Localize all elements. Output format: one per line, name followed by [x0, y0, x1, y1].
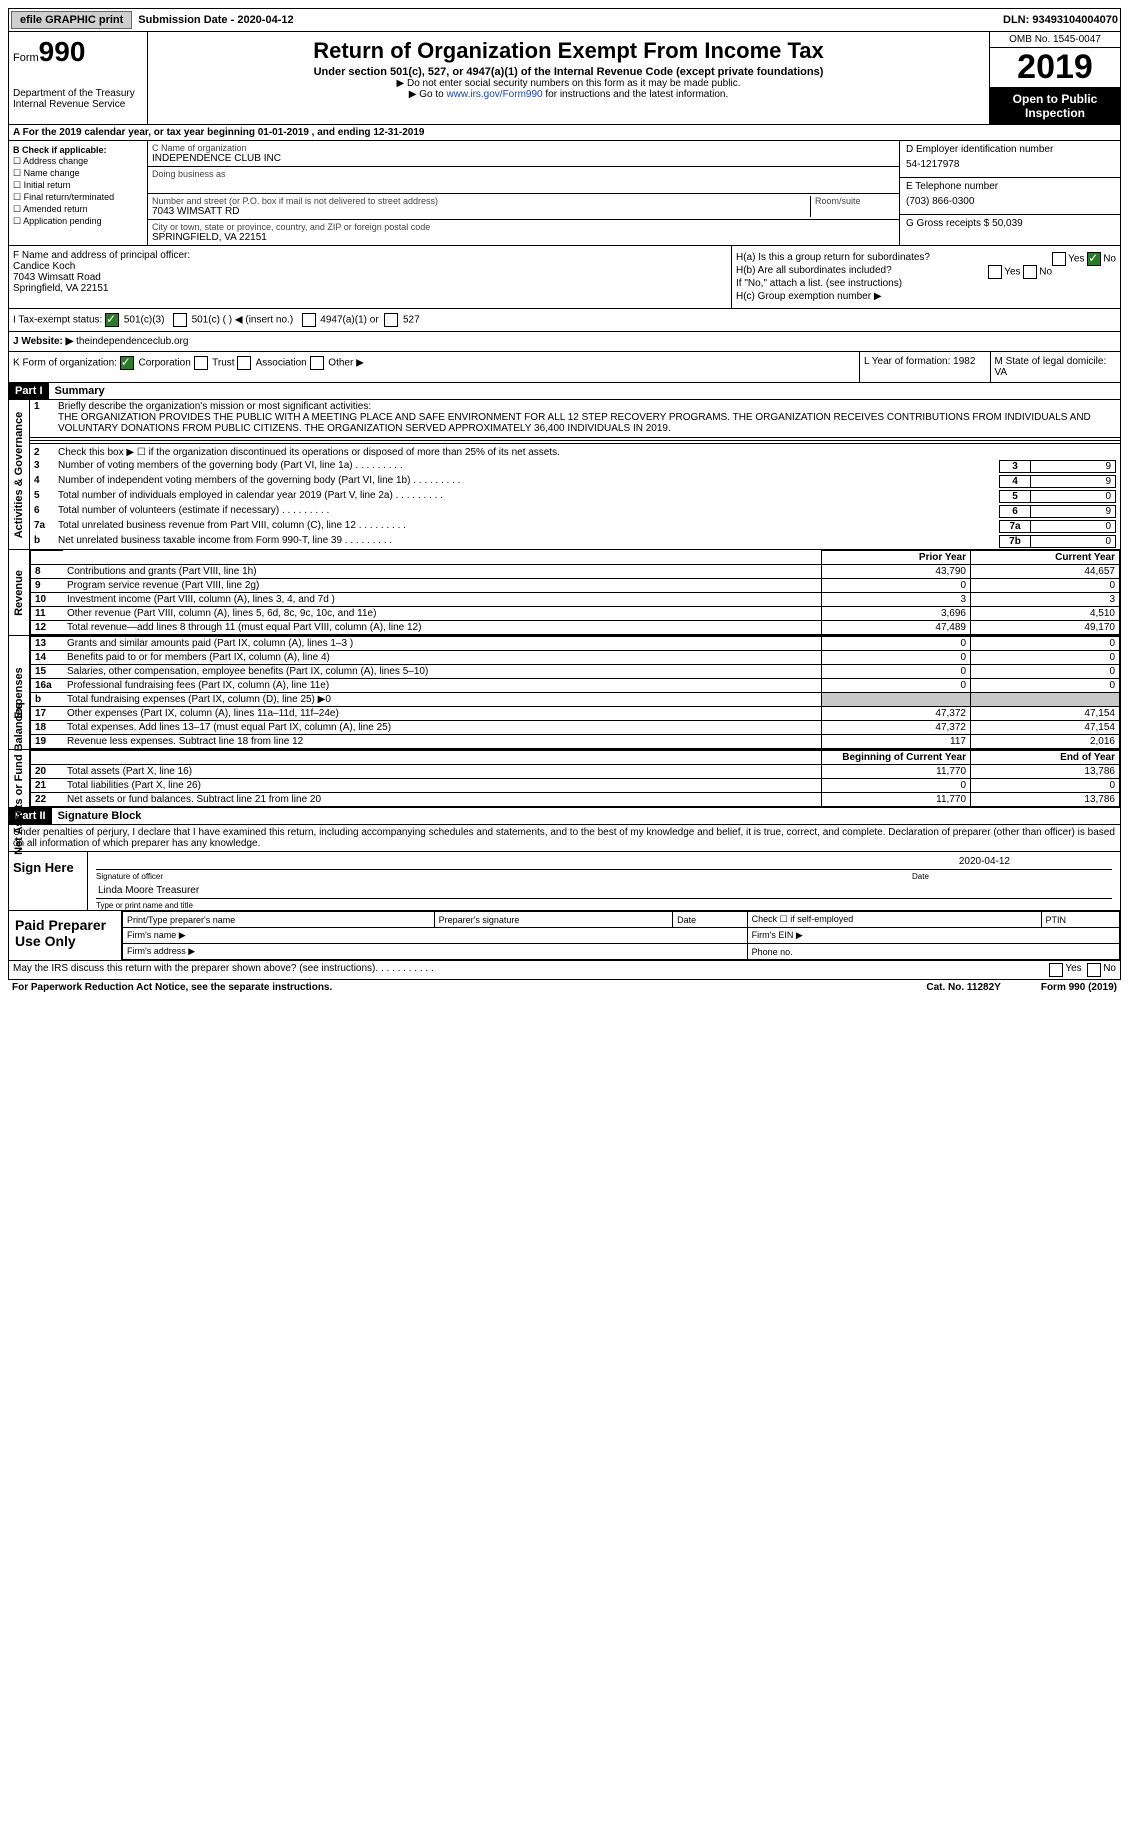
topbar: efile GRAPHIC print Submission Date - 20… [8, 8, 1121, 32]
sign-date-val: 2020-04-12 [959, 856, 1010, 867]
chk-corp[interactable] [120, 356, 134, 370]
gov-label: Activities & Governance [13, 411, 25, 538]
netassets-label: Net Assets or Fund Balances [13, 703, 25, 855]
revenue-section: Revenue Prior YearCurrent Year 8Contribu… [8, 550, 1121, 636]
box-c: C Name of organizationINDEPENDENCE CLUB … [148, 141, 899, 245]
part1-label: Part I [9, 383, 49, 399]
paid-preparer: Paid Preparer Use Only Print/Type prepar… [8, 911, 1121, 961]
box-b: B Check if applicable: ☐ Address change … [9, 141, 148, 245]
part2-bar: Part II Signature Block [8, 808, 1121, 825]
telephone: (703) 866-0300 [906, 192, 1114, 211]
part1-title: Summary [49, 383, 111, 399]
chk-address-change[interactable]: ☐ Address change [13, 156, 143, 167]
box-d: D Employer identification number54-12179… [899, 141, 1120, 245]
open-inspection: Open to Public Inspection [990, 88, 1120, 124]
street-address: 7043 WIMSATT RD [152, 206, 810, 217]
year-formation: L Year of formation: 1982 [860, 352, 991, 382]
entity-row: B Check if applicable: ☐ Address change … [8, 141, 1121, 246]
chk-501c[interactable] [173, 313, 187, 327]
ein: 54-1217978 [906, 155, 1114, 174]
ha-no[interactable] [1087, 252, 1101, 266]
gross-receipts: 50,039 [992, 218, 1023, 229]
status-website-row: I Tax-exempt status: 501(c)(3) 501(c) ( … [8, 309, 1121, 352]
netassets-table: Beginning of Current YearEnd of Year 20T… [30, 750, 1120, 807]
footer: For Paperwork Reduction Act Notice, see … [8, 980, 1121, 995]
part2-title: Signature Block [52, 808, 148, 824]
expenses-table: 13Grants and similar amounts paid (Part … [30, 636, 1120, 749]
box-h: H(a) Is this a group return for subordin… [732, 246, 1120, 308]
sign-here: Sign Here [9, 852, 88, 910]
tax-exempt-status: I Tax-exempt status: 501(c)(3) 501(c) ( … [9, 309, 1120, 332]
officer-group-row: F Name and address of principal officer:… [8, 246, 1121, 309]
omb-number: OMB No. 1545-0047 [990, 32, 1120, 48]
chk-527[interactable] [384, 313, 398, 327]
submission-date: Submission Date - 2020-04-12 [138, 14, 293, 26]
state-domicile: M State of legal domicile: VA [991, 352, 1121, 382]
revenue-label: Revenue [13, 570, 25, 616]
hdr-mid: Return of Organization Exempt From Incom… [148, 32, 989, 124]
tax-year-line: A For the 2019 calendar year, or tax yea… [8, 125, 1121, 141]
signature-block: Under penalties of perjury, I declare th… [8, 825, 1121, 911]
officer-name-title: Linda Moore Treasurer [98, 885, 199, 896]
irs-discuss-row: May the IRS discuss this return with the… [8, 961, 1121, 980]
dept-treasury: Department of the Treasury Internal Reve… [13, 88, 143, 110]
efile-print-btn[interactable]: efile GRAPHIC print [11, 11, 132, 29]
mission-desc: THE ORGANIZATION PROVIDES THE PUBLIC WIT… [58, 412, 1091, 434]
form-subtitle: Under section 501(c), 527, or 4947(a)(1)… [152, 66, 985, 78]
form-of-org: K Form of organization: Corporation Trus… [9, 352, 860, 382]
chk-501c3[interactable] [105, 313, 119, 327]
expenses-section: Expenses 13Grants and similar amounts pa… [8, 636, 1121, 750]
line2: Check this box ▶ ☐ if the organization d… [58, 447, 1116, 458]
website-line: J Website: ▶ theindependenceclub.org [9, 332, 1120, 351]
dln: DLN: 93493104004070 [1003, 14, 1118, 26]
irs-no[interactable] [1087, 963, 1101, 977]
form-title: Return of Organization Exempt From Incom… [152, 38, 985, 64]
officer-addr2: Springfield, VA 22151 [13, 283, 727, 294]
org-name: INDEPENDENCE CLUB INC [152, 153, 895, 164]
hdr-right: OMB No. 1545-0047 2019 Open to Public In… [989, 32, 1120, 124]
chk-application-pending[interactable]: ☐ Application pending [13, 216, 143, 227]
form-org-row: K Form of organization: Corporation Trus… [8, 352, 1121, 383]
hdr-left: Form990 Department of the Treasury Inter… [9, 32, 148, 124]
netassets-section: Net Assets or Fund Balances Beginning of… [8, 750, 1121, 808]
city-state-zip: SPRINGFIELD, VA 22151 [152, 232, 895, 243]
chk-assoc[interactable] [237, 356, 251, 370]
note-goto: ▶ Go to www.irs.gov/Form990 for instruct… [152, 89, 985, 100]
form-header: Form990 Department of the Treasury Inter… [8, 32, 1121, 125]
part1-bar: Part I Summary [8, 383, 1121, 400]
officer-addr1: 7043 Wimsatt Road [13, 272, 727, 283]
box-f: F Name and address of principal officer:… [9, 246, 732, 308]
chk-amended[interactable]: ☐ Amended return [13, 204, 143, 215]
chk-4947[interactable] [302, 313, 316, 327]
prep-label: Paid Preparer Use Only [9, 911, 122, 960]
chk-final-return[interactable]: ☐ Final return/terminated [13, 192, 143, 203]
chk-initial-return[interactable]: ☐ Initial return [13, 180, 143, 191]
chk-other[interactable] [310, 356, 324, 370]
governance-section: Activities & Governance 1Briefly describ… [8, 400, 1121, 550]
tax-year: 2019 [990, 48, 1120, 88]
hb-yes[interactable] [988, 265, 1002, 279]
officer-name: Candice Koch [13, 261, 727, 272]
chk-trust[interactable] [194, 356, 208, 370]
ha-yes[interactable] [1052, 252, 1066, 266]
irs-yes[interactable] [1049, 963, 1063, 977]
chk-name-change[interactable]: ☐ Name change [13, 168, 143, 179]
revenue-table: Prior YearCurrent Year 8Contributions an… [30, 550, 1120, 635]
irs-link[interactable]: www.irs.gov/Form990 [446, 89, 542, 100]
perjury-text: Under penalties of perjury, I declare th… [9, 825, 1120, 851]
hb-no[interactable] [1023, 265, 1037, 279]
note-ssn: ▶ Do not enter social security numbers o… [152, 78, 985, 89]
